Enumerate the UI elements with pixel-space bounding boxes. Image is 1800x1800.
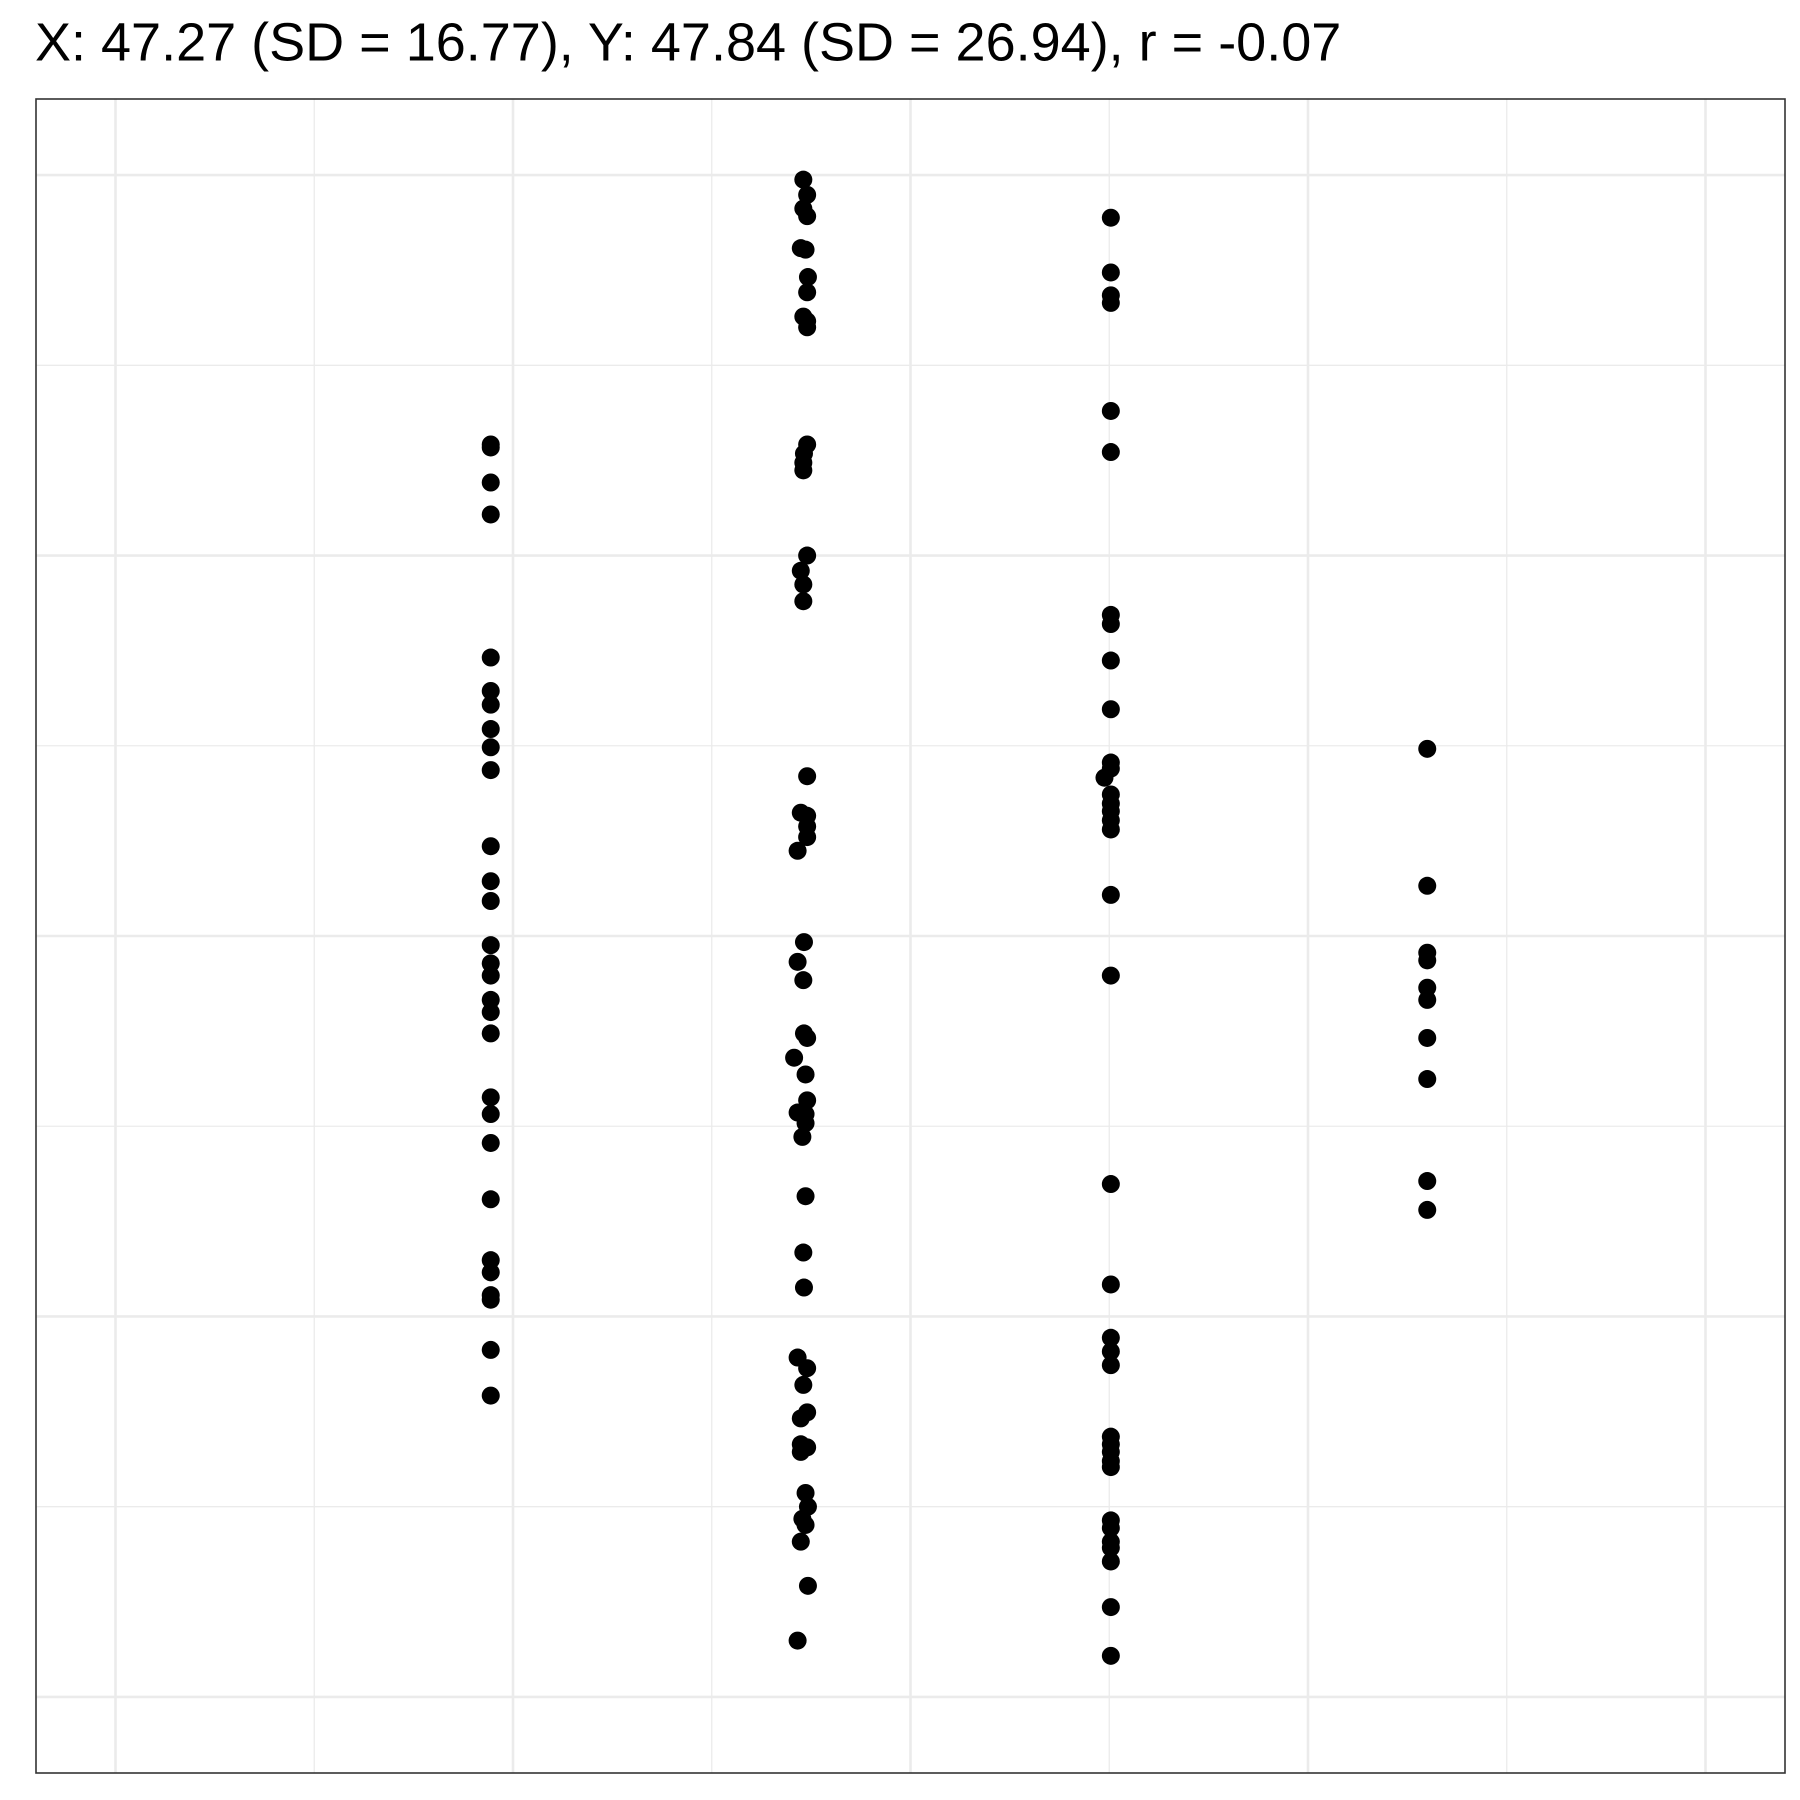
point: [791, 1409, 810, 1428]
point: [1095, 768, 1114, 787]
point: [481, 1088, 500, 1107]
point: [794, 933, 813, 952]
point: [798, 1091, 817, 1110]
point: [481, 761, 500, 780]
point: [481, 681, 500, 700]
points: [481, 170, 1437, 1665]
chart-title: X: 47.27 (SD = 16.77), Y: 47.84 (SD = 26…: [35, 12, 1341, 72]
point: [798, 185, 817, 204]
point: [481, 872, 500, 891]
point: [798, 767, 817, 786]
point: [1101, 651, 1120, 670]
point: [481, 837, 500, 856]
point: [481, 695, 500, 714]
point: [481, 438, 500, 457]
point: [798, 207, 817, 226]
point: [785, 1048, 804, 1067]
point: [1101, 615, 1120, 634]
point: [798, 268, 817, 287]
point: [1418, 1172, 1437, 1191]
point: [1418, 990, 1437, 1009]
point: [1101, 885, 1120, 904]
point: [794, 170, 813, 189]
point: [1101, 1538, 1120, 1557]
point: [794, 575, 813, 594]
point: [1101, 820, 1120, 839]
point: [1418, 876, 1437, 895]
point: [794, 1243, 813, 1262]
point: [481, 966, 500, 985]
point: [798, 1028, 817, 1047]
point: [481, 1290, 500, 1309]
point: [481, 738, 500, 757]
point: [791, 561, 810, 580]
point: [481, 1003, 500, 1022]
point: [798, 283, 817, 302]
point: [794, 592, 813, 611]
point: [798, 1576, 817, 1595]
point: [481, 891, 500, 910]
point: [794, 1278, 813, 1297]
point: [788, 1631, 807, 1650]
point: [1101, 401, 1120, 420]
point: [793, 1127, 812, 1146]
point: [798, 318, 817, 337]
point: [796, 1065, 815, 1084]
point: [481, 720, 500, 739]
point: [481, 1263, 500, 1282]
point: [798, 546, 817, 565]
point: [1101, 1458, 1120, 1477]
grid: [36, 99, 1785, 1773]
point: [1101, 293, 1120, 312]
point: [481, 648, 500, 667]
point: [481, 1024, 500, 1043]
point: [794, 461, 813, 480]
point: [788, 841, 807, 860]
point: [791, 1442, 810, 1461]
point: [481, 473, 500, 492]
point: [798, 828, 817, 847]
point: [1418, 951, 1437, 970]
point: [796, 240, 815, 259]
point: [1101, 1328, 1120, 1347]
point: [1418, 1028, 1437, 1047]
point: [1101, 966, 1120, 985]
point: [791, 1532, 810, 1551]
point: [798, 1359, 817, 1378]
point: [481, 1190, 500, 1209]
panel-border: [35, 98, 1786, 1774]
point: [1101, 1518, 1120, 1537]
point: [796, 1114, 815, 1133]
point: [1101, 1175, 1120, 1194]
point: [1101, 1598, 1120, 1617]
point: [481, 1133, 500, 1152]
point: [794, 1375, 813, 1394]
point: [1101, 1275, 1120, 1294]
point: [1101, 263, 1120, 282]
point: [481, 1386, 500, 1405]
point: [796, 1483, 815, 1502]
point: [1418, 1070, 1437, 1089]
point: [1418, 1200, 1437, 1219]
point: [481, 1340, 500, 1359]
point: [481, 936, 500, 955]
point: [481, 505, 500, 524]
point: [1418, 739, 1437, 758]
point: [1101, 1342, 1120, 1361]
point: [788, 952, 807, 971]
point: [1101, 1356, 1120, 1375]
point: [1101, 700, 1120, 719]
point: [481, 1105, 500, 1124]
point: [1101, 1552, 1120, 1571]
point: [796, 1187, 815, 1206]
point: [794, 971, 813, 990]
point: [1101, 208, 1120, 227]
point: [1101, 443, 1120, 462]
point: [796, 1515, 815, 1534]
point: [1101, 1646, 1120, 1665]
